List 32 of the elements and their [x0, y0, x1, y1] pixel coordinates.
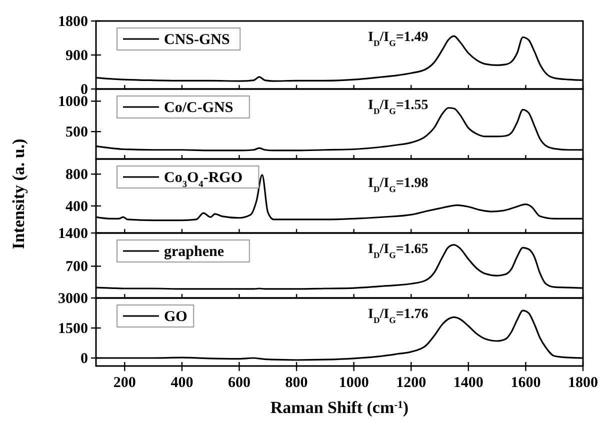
annotation: I$_{D}$/I$_{G}$=1.55 — [368, 98, 428, 116]
x-tick-label: 1400 — [453, 375, 484, 391]
x-tick-label: 800 — [285, 375, 308, 391]
legend-label: GO — [164, 309, 188, 325]
x-tick-label: 200 — [113, 375, 136, 391]
x-tick-label: 1000 — [338, 375, 369, 391]
y-axis-title: Intensity (a. u.) — [9, 138, 28, 250]
x-tick-label: 1800 — [568, 375, 598, 391]
y-tick-label: 700 — [66, 259, 88, 276]
annotation: I$_{D}$/I$_{G}$=1.98 — [368, 176, 428, 194]
legend-label: graphene — [164, 244, 224, 260]
y-tick-label: 900 — [66, 48, 88, 64]
y-tick-label: 1400 — [58, 226, 88, 242]
annotation: I$_{D}$/I$_{G}$=1.76 — [368, 307, 428, 325]
annotation: I$_{D}$/I$_{G}$=1.49 — [368, 30, 428, 48]
y-tick-label: 500 — [66, 124, 88, 141]
legend-label: Co$_{3}$O$_{4}$-RGO — [164, 170, 242, 190]
annotation: I$_{D}$/I$_{G}$=1.65 — [368, 242, 428, 260]
y-tick-label: 400 — [66, 198, 88, 215]
y-tick-label: 1000 — [58, 94, 88, 110]
x-tick-label: 400 — [170, 375, 194, 391]
y-tick-label: 800 — [66, 167, 88, 184]
legend-label: Co/C-GNS — [164, 100, 234, 116]
x-tick-label: 1200 — [396, 375, 426, 391]
y-tick-label: 1800 — [58, 14, 88, 30]
x-tick-label: 600 — [228, 375, 250, 391]
legend-label: CNS-GNS — [164, 32, 230, 48]
y-tick-label: 0 — [80, 351, 88, 367]
y-tick-label: 1500 — [58, 321, 88, 337]
y-tick-label: 3000 — [58, 291, 88, 307]
x-axis-title: Raman Shift (cm$^{-1}$) — [270, 398, 409, 417]
x-tick-label: 1600 — [510, 375, 541, 391]
